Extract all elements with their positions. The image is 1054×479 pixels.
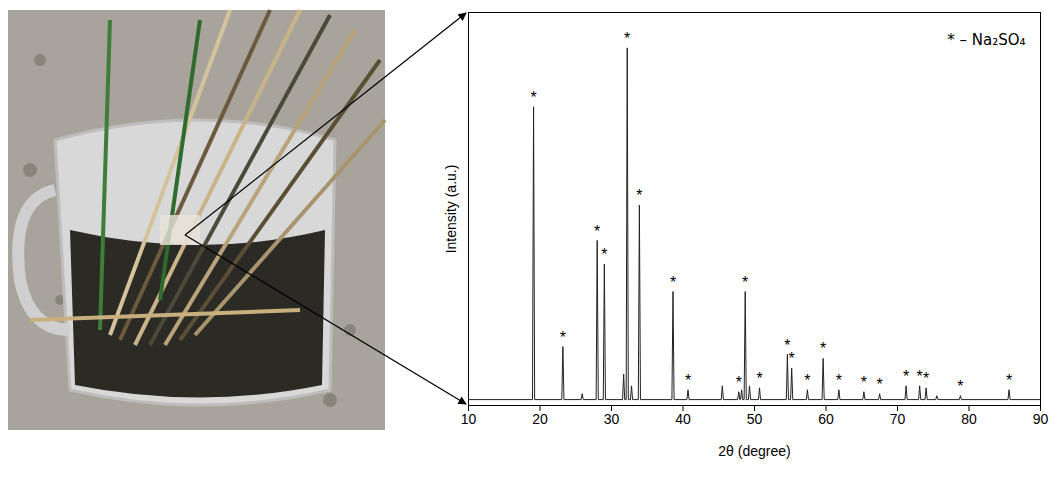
svg-text:*: * [742, 274, 748, 291]
svg-text:*: * [789, 350, 795, 367]
svg-text:*: * [903, 368, 909, 385]
svg-text:*: * [877, 376, 883, 393]
svg-text:* – Na₂SO₄: * – Na₂SO₄ [947, 31, 1025, 49]
svg-text:*: * [1006, 372, 1012, 389]
svg-text:2θ (degree): 2θ (degree) [718, 443, 790, 459]
svg-text:*: * [917, 368, 923, 385]
svg-text:20: 20 [532, 411, 548, 427]
svg-text:*: * [685, 372, 691, 389]
svg-text:*: * [601, 246, 607, 263]
svg-text:*: * [560, 329, 566, 346]
svg-text:*: * [670, 274, 676, 291]
svg-text:*: * [957, 378, 963, 395]
svg-text:Intensity (a.u.): Intensity (a.u.) [443, 165, 459, 254]
svg-text:*: * [804, 372, 810, 389]
svg-text:*: * [530, 89, 536, 106]
svg-text:*: * [636, 187, 642, 204]
svg-text:*: * [861, 374, 867, 391]
svg-text:50: 50 [747, 411, 763, 427]
svg-text:*: * [836, 372, 842, 389]
svg-text:*: * [624, 30, 630, 47]
svg-text:70: 70 [890, 411, 906, 427]
svg-text:*: * [756, 370, 762, 387]
svg-text:60: 60 [818, 411, 834, 427]
svg-text:90: 90 [1033, 411, 1049, 427]
svg-text:10: 10 [461, 411, 477, 427]
svg-text:*: * [820, 340, 826, 357]
svg-text:30: 30 [604, 411, 620, 427]
svg-text:*: * [923, 370, 929, 387]
svg-text:40: 40 [675, 411, 691, 427]
svg-text:*: * [594, 223, 600, 240]
svg-text:80: 80 [961, 411, 977, 427]
svg-text:*: * [736, 374, 742, 391]
